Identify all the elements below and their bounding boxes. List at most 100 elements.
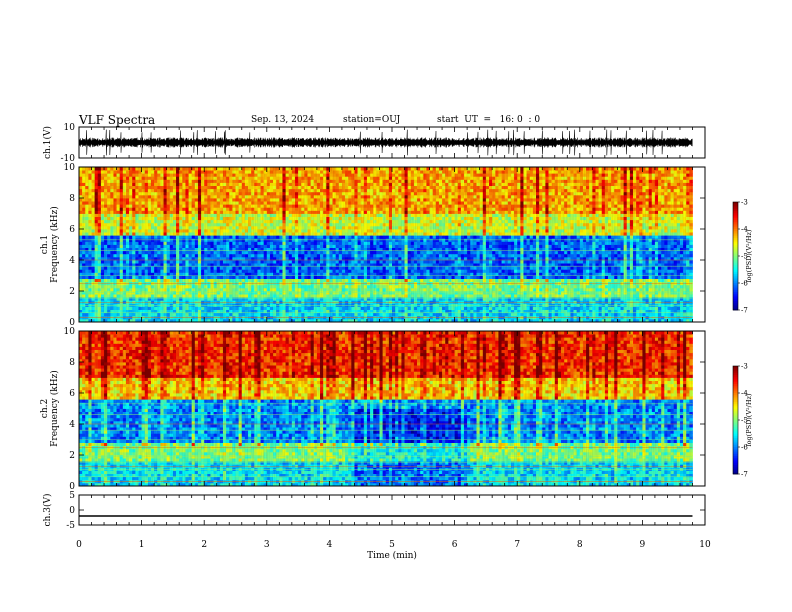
colorbar-cell [733,432,738,435]
colorbar-cell [733,443,738,446]
colorbar-cell [733,400,738,403]
y-tick-label: 2 [69,287,75,297]
colorbar-cell [733,209,738,212]
colorbar-cell [733,243,738,246]
start-time-label: start UT = 16: 0 : 0 [437,115,540,125]
ch1-y-label: ch.1(V) [42,126,53,159]
colorbar-cell [733,238,738,241]
colorbar-cell [733,461,738,464]
colorbar-cell [733,466,738,469]
colorbar-cell [733,457,738,460]
spectrogram-y-label-channel: ch.1 [40,235,50,254]
colorbar-label: log(PSD)(V²/Hz) [745,393,753,446]
colorbar-cell [733,306,738,309]
colorbar-cell [733,367,738,370]
colorbar-cell [733,456,738,459]
colorbar-cell [733,290,738,293]
colorbar-cell [733,463,738,466]
colorbar-tick-label: -6 [741,280,748,288]
y-tick-label: 4 [69,256,75,266]
y-tick-label: 10 [64,163,76,173]
colorbar-cell [733,387,738,390]
colorbar-cell [733,450,738,453]
ch1-spectrogram-frame [78,166,706,323]
colorbar-cell [733,221,738,224]
ch2-spectrogram-frame [78,330,706,487]
colorbar-tick-label: -4 [741,390,748,398]
colorbar-cell [733,384,738,387]
colorbar-cell [733,403,738,406]
spectrogram-texture [79,331,693,486]
colorbar-cell [733,284,738,287]
colorbar-cell [733,389,738,392]
colorbar-cell [733,371,738,374]
colorbar-cell [733,380,738,383]
y-tick-label: 2 [69,451,75,461]
ch3-y-label: ch.3(V) [42,494,53,527]
colorbar-cell [733,421,738,424]
colorbar-cell [733,301,738,304]
colorbar-cell [733,256,738,259]
colorbar-cell [733,275,738,278]
ch1-waveform-trace [78,129,693,156]
colorbar-cell [733,418,738,421]
colorbar-cell [733,232,738,235]
colorbar-cell [733,292,738,295]
colorbar-cell [733,239,738,242]
spectrogram-y-label-freq: Frequency (kHz) [49,370,60,447]
colorbar-cell [733,468,738,471]
colorbar-cell [733,452,738,455]
x-axis-label: Time (min) [367,550,417,561]
chart-title: VLF Spectra [79,113,155,127]
colorbar-cell [733,257,738,260]
colorbar-cell [733,459,738,462]
colorbar-cell [733,259,738,262]
spectrogram-ch1 [79,167,693,323]
colorbar-cell [733,218,738,221]
y-tick-label: 6 [69,389,75,399]
colorbar-cell [733,382,738,385]
colorbar-cell [733,265,738,268]
colorbar-cell [733,286,738,289]
colorbar-cell [733,369,738,372]
colorbar-cell [733,454,738,457]
colorbar-cell [733,465,738,468]
colorbar-cell [733,375,738,378]
y-tick-label: 10 [64,327,76,337]
x-tick-label: 4 [327,540,333,550]
colorbar-cell [733,398,738,401]
colorbar-cell [733,272,738,275]
colorbar-cell [733,308,738,311]
colorbar-cell [733,411,738,414]
spectrogram-ch2 [79,331,693,487]
colorbar-cell [733,405,738,408]
y-tick-label: 8 [69,194,75,204]
colorbar-cell [733,288,738,291]
colorbar-cell [733,299,738,302]
colorbar-tick-label: -3 [741,363,748,371]
y-tick-label: 0 [69,318,75,328]
y-tick-label: 4 [69,420,75,430]
colorbar-cell [733,263,738,266]
colorbar-cell [733,304,738,307]
colorbar-cell [733,407,738,410]
colorbar-cell [733,281,738,284]
colorbar-cell [733,223,738,226]
colorbar-tick-label: -6 [741,444,748,452]
y-tick-label: 5 [69,491,75,501]
colorbar-tick-label: -5 [741,253,748,261]
y-tick-label: 8 [69,358,75,368]
y-tick-label: 10 [64,123,76,133]
colorbar-cell [733,202,738,205]
colorbar-cell [733,270,738,273]
colorbar-cell [733,214,738,217]
colorbar-cell [733,283,738,286]
colorbar-tick-label: -5 [741,417,748,425]
colorbar-cell [733,447,738,450]
colorbar-cell [733,302,738,305]
colorbar-cell [733,378,738,381]
colorbar-cell [733,396,738,399]
colorbar-cell [733,376,738,379]
colorbar-cell [733,277,738,280]
